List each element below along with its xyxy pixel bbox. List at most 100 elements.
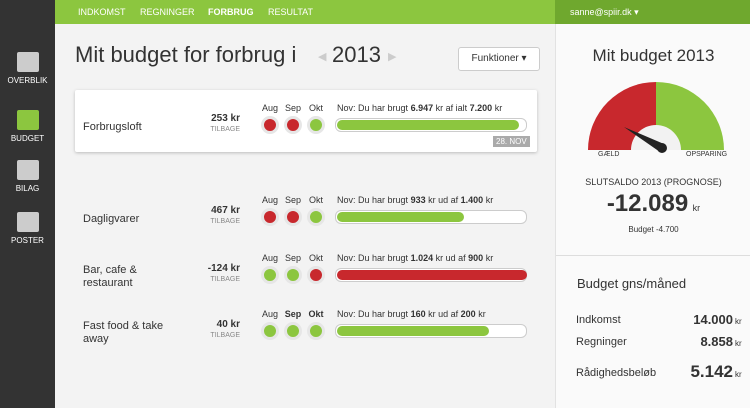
usage-text: Nov: Du har brugt 1.024 kr ud af 900 kr	[337, 253, 493, 263]
usage-prefix: Nov: Du har brugt	[337, 253, 409, 263]
monthly-title: Budget gns/måned	[577, 276, 687, 291]
user-bar: sanne@spiir.dk ▾	[555, 0, 750, 24]
sidebar-label: OVERBLIK	[7, 76, 48, 85]
top-nav: INDKOMST REGNINGER FORBRUG RESULTAT	[55, 0, 555, 24]
monthly-label: Indkomst	[576, 314, 621, 326]
progress-fill	[337, 212, 465, 222]
usage-spent: 1.024	[410, 253, 434, 263]
sidebar-item[interactable]: BUDGET	[0, 110, 55, 150]
progress-bar	[335, 210, 527, 224]
month-dot	[284, 266, 302, 284]
nav-item[interactable]: INDKOMST	[78, 7, 126, 17]
month-label: Sep	[284, 253, 301, 263]
progress-fill	[337, 326, 489, 336]
sidebar-icon	[17, 212, 39, 232]
month-label: Aug	[261, 253, 278, 263]
usage-unit: kr	[485, 195, 494, 205]
user-email: sanne@spiir.dk	[570, 7, 632, 17]
usage-unit: kr	[478, 309, 486, 319]
gauge-needle	[624, 127, 664, 152]
month-dot	[307, 208, 325, 226]
monthly-unit: kr	[735, 370, 742, 379]
gauge-center	[631, 125, 681, 150]
usage-prefix: Nov: Du har brugt	[337, 309, 409, 319]
month-dot	[261, 266, 279, 284]
month-dot	[284, 116, 302, 134]
user-menu[interactable]: sanne@spiir.dk ▾	[570, 7, 639, 17]
sidebar-item[interactable]: BILAG	[0, 160, 55, 200]
month-dot	[261, 208, 279, 226]
next-year[interactable]: ▶	[388, 51, 397, 63]
sidebar-item[interactable]: OVERBLIK	[0, 52, 55, 92]
nav-item[interactable]: RESULTAT	[268, 7, 314, 17]
nav-item[interactable]: REGNINGER	[140, 7, 195, 17]
forecast-value: -12.089	[606, 190, 689, 217]
gauge	[588, 82, 724, 153]
gauge-hub	[657, 143, 667, 153]
year: 2013	[332, 42, 381, 67]
usage-total: 1.400	[460, 195, 484, 205]
month-dot	[261, 322, 279, 340]
monthly-value: 5.142	[690, 362, 733, 381]
monthly-unit: kr	[735, 317, 742, 326]
usage-middle: kr ud af	[428, 309, 459, 319]
sidebar-icon	[17, 160, 39, 180]
row-name[interactable]: Bar, cafe & restaurant	[83, 264, 137, 289]
nav-item[interactable]: FORBRUG	[208, 7, 254, 17]
usage-spent: 160	[410, 309, 426, 319]
month-label: Okt	[308, 309, 324, 319]
row-amount: 467 kr	[211, 205, 240, 216]
row-name[interactable]: Forbrugsloft	[83, 121, 142, 133]
usage-total: 200	[460, 309, 476, 319]
month-dot	[284, 322, 302, 340]
sidebar: OVERBLIK BUDGET BILAG POSTER	[0, 0, 55, 408]
gauge-right-label: OPSPARING	[686, 151, 728, 158]
month-label: Okt	[308, 253, 323, 263]
sidebar-label: BILAG	[15, 184, 40, 193]
panel-title: Mit budget 2013	[592, 46, 715, 65]
month-label: Okt	[308, 103, 323, 113]
prev-year[interactable]: ◀	[318, 51, 327, 63]
forecast-unit: kr	[692, 203, 701, 213]
functions-button[interactable]: Funktioner ▾	[458, 47, 540, 71]
row-left-label: TILBAGE	[210, 126, 240, 133]
usage-prefix: Nov: Du har brugt	[337, 103, 409, 113]
side-panel: Mit budget 2013 GÆLD OPSPARING SLUTSALDO…	[555, 24, 750, 408]
month-label: Sep	[284, 103, 301, 113]
month-dot	[307, 322, 325, 340]
usage-total: 7.200	[469, 103, 493, 113]
progress-bar	[335, 324, 527, 338]
row-left-label: TILBAGE	[210, 218, 240, 225]
progress-bar	[335, 118, 527, 132]
row-amount: 40 kr	[216, 319, 240, 330]
sidebar-label: BUDGET	[10, 134, 45, 143]
button-label: Funktioner	[471, 53, 519, 64]
usage-spent: 933	[410, 195, 426, 205]
forecast-label: SLUTSALDO 2013 (PROGNOSE)	[585, 177, 722, 187]
progress-fill	[337, 120, 520, 130]
row-left-label: TILBAGE	[210, 332, 240, 339]
usage-middle: kr ud af	[428, 195, 459, 205]
month-label: Sep	[284, 309, 302, 319]
sidebar-label: POSTER	[11, 236, 44, 245]
month-label: Aug	[261, 103, 278, 113]
month-label: Aug	[261, 195, 278, 205]
row-name[interactable]: Dagligvarer	[83, 213, 140, 225]
divider	[556, 255, 750, 256]
sidebar-item[interactable]: POSTER	[0, 212, 55, 252]
usage-middle: kr ud af	[435, 253, 466, 263]
gauge-left-label: GÆLD	[598, 151, 620, 158]
usage-middle: kr af ialt	[435, 103, 468, 113]
forecast: -12.089 kr	[556, 190, 750, 218]
month-dot	[307, 116, 325, 134]
sidebar-icon	[17, 110, 39, 130]
month-label: Okt	[308, 195, 323, 205]
monthly-label: Regninger	[576, 336, 627, 348]
row-name[interactable]: Fast food & take away	[83, 320, 164, 345]
row-amount: -124 kr	[207, 263, 240, 274]
usage-text: Nov: Du har brugt 160 kr ud af 200 kr	[337, 309, 486, 319]
monthly-unit: kr	[735, 339, 742, 348]
usage-spent: 6.947	[410, 103, 434, 113]
row-amount: 253 kr	[211, 113, 240, 124]
